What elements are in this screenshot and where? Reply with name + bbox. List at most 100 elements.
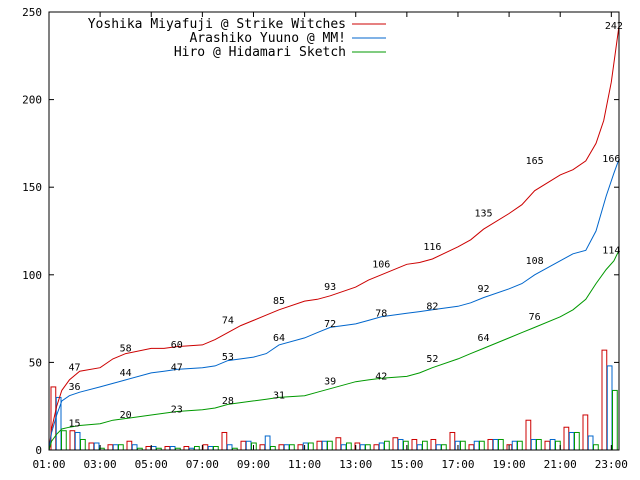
- hourly-bar: [555, 440, 561, 451]
- legend-label: Yoshika Miyafuji @ Strike Witches: [88, 17, 346, 32]
- data-label: 92: [478, 284, 490, 295]
- x-tick-label: 11:00: [288, 458, 321, 471]
- hourly-bar: [536, 438, 542, 451]
- hourly-bar: [492, 438, 499, 451]
- series-line: [48, 25, 620, 451]
- plot-frame: [48, 11, 620, 451]
- data-label: 52: [426, 354, 438, 365]
- hourly-bar: [194, 445, 200, 451]
- hourly-bars: [50, 349, 618, 451]
- hourly-bar: [226, 444, 233, 451]
- x-tick-label: 03:00: [84, 458, 117, 471]
- data-label: 93: [324, 282, 336, 293]
- x-tick-label: 05:00: [135, 458, 168, 471]
- hourly-bar: [378, 442, 385, 451]
- hourly-bar: [612, 389, 618, 451]
- hourly-bar: [283, 444, 290, 451]
- hourly-bar: [441, 444, 447, 451]
- hourly-bar: [473, 440, 480, 451]
- hourly-bar: [593, 444, 599, 451]
- hourly-bar: [240, 440, 247, 451]
- data-label: 47: [171, 363, 183, 374]
- hourly-bar: [498, 438, 504, 451]
- data-label: 44: [120, 368, 132, 379]
- data-label: 53: [222, 352, 234, 363]
- series-line: [48, 159, 620, 451]
- hourly-bar: [468, 444, 475, 451]
- hourly-bar: [582, 414, 589, 451]
- hourly-bar: [411, 438, 418, 451]
- hourly-bar: [430, 438, 437, 451]
- y-tick-label: 100: [22, 269, 42, 282]
- data-label: 72: [324, 319, 336, 330]
- data-label: 106: [372, 259, 390, 270]
- x-tick-label: 09:00: [237, 458, 270, 471]
- hourly-bar: [511, 440, 518, 451]
- data-label: 42: [375, 371, 387, 382]
- y-tick-label: 0: [35, 444, 42, 457]
- legend: Yoshika Miyafuji @ Strike WitchesArashik…: [88, 17, 386, 60]
- axes: 0 50 100 150 200 250 01:00 03:00 05:00 07:00 09:00…: [22, 6, 628, 471]
- hourly-bar: [435, 444, 442, 451]
- hourly-bar: [422, 440, 428, 451]
- data-label: 60: [171, 340, 183, 351]
- hourly-bar: [93, 442, 100, 451]
- data-label: 165: [526, 156, 544, 167]
- hourly-bar: [397, 438, 404, 451]
- hourly-bar: [606, 365, 613, 451]
- data-label: 58: [120, 343, 132, 354]
- hourly-bar: [112, 444, 119, 451]
- data-label: 74: [222, 315, 234, 326]
- hourly-bar: [88, 442, 95, 451]
- hourly-bar: [346, 442, 352, 451]
- data-label: 116: [423, 242, 441, 253]
- x-tick-label: 07:00: [186, 458, 219, 471]
- hourly-bar: [479, 440, 485, 451]
- y-tick-label: 200: [22, 94, 42, 107]
- hourly-bar: [316, 440, 323, 451]
- legend-label: Hiro @ Hidamari Sketch: [174, 45, 346, 60]
- hourly-bar: [549, 438, 556, 451]
- hourly-bar: [118, 444, 124, 451]
- hourly-bar: [183, 445, 190, 451]
- hourly-bar: [278, 444, 285, 451]
- series-line: [48, 250, 620, 451]
- hourly-bar: [340, 444, 347, 451]
- data-label: 23: [171, 405, 183, 416]
- y-tick-label: 50: [29, 356, 42, 369]
- hourly-bar: [544, 440, 551, 451]
- legend-label: Arashiko Yuuno @ MM!: [189, 31, 346, 46]
- data-label: 15: [69, 419, 81, 430]
- x-tick-label: 15:00: [390, 458, 423, 471]
- hourly-bar: [601, 349, 608, 451]
- hourly-bar: [574, 431, 580, 451]
- hourly-bar: [449, 431, 456, 451]
- hourly-bar: [245, 440, 252, 451]
- hourly-bar: [74, 431, 81, 451]
- hourly-bar: [221, 431, 228, 451]
- hourly-bar: [145, 445, 152, 451]
- hourly-bar: [384, 440, 390, 451]
- hourly-bar: [403, 440, 409, 451]
- data-label: 135: [474, 208, 492, 219]
- data-label: 85: [273, 296, 285, 307]
- data-label: 47: [69, 363, 81, 374]
- hourly-bar: [327, 440, 333, 451]
- hourly-bar: [69, 430, 76, 451]
- data-label: 78: [375, 308, 387, 319]
- hourly-bar: [107, 444, 114, 451]
- hourly-bar: [213, 445, 219, 451]
- x-tick-label: 01:00: [32, 458, 65, 471]
- hourly-bar: [259, 444, 266, 451]
- data-label: 36: [69, 382, 81, 393]
- hourly-bar: [587, 435, 594, 451]
- hourly-bar: [150, 445, 157, 451]
- series-lines: [48, 25, 620, 451]
- data-label: 82: [426, 301, 438, 312]
- data-labels: 47 58 60 74 85 93 106 116 135 165 242 36 44 47 53 64 72 7…: [69, 21, 623, 430]
- x-tick-label: 13:00: [339, 458, 372, 471]
- hourly-bar: [131, 444, 138, 451]
- x-tick-label: 23:00: [595, 458, 628, 471]
- data-label: 20: [120, 410, 132, 421]
